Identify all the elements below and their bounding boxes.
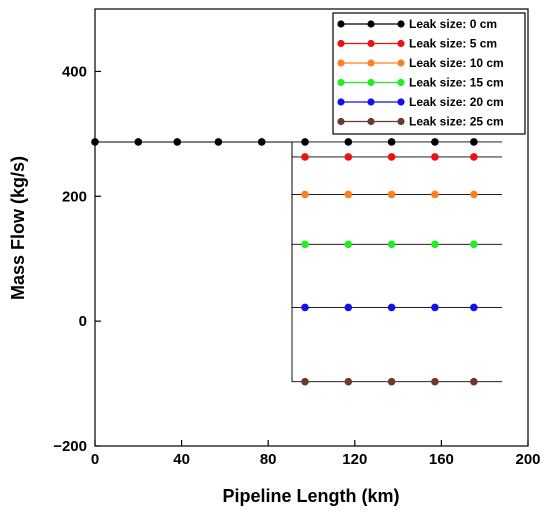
x-tick-label: 80 (260, 451, 277, 468)
legend-label: Leak size: 25 cm (409, 115, 504, 129)
legend-marker (337, 78, 345, 87)
series-line (95, 141, 503, 158)
x-tick-label: 120 (342, 451, 367, 468)
series-point (301, 153, 309, 161)
series-point (344, 153, 353, 161)
legend-marker (367, 59, 375, 67)
legend-entry: Leak size: 25 cm (337, 115, 504, 129)
series-point (387, 240, 396, 249)
legend-marker (367, 39, 375, 48)
y-tick-label: 400 (62, 63, 87, 80)
series-point (431, 377, 439, 386)
y-axis-ticks: −200 0 200 400 (53, 63, 101, 455)
series-point (301, 190, 309, 199)
series-point (173, 138, 182, 146)
series-layer (91, 138, 503, 386)
series-line (95, 141, 503, 195)
series-point (214, 138, 223, 146)
legend-label: Leak size: 5 cm (409, 37, 497, 51)
legend-entry: Leak size: 20 cm (337, 95, 504, 109)
series-point (470, 240, 478, 249)
legend-marker (397, 78, 405, 87)
series-point (301, 240, 309, 249)
upstream-points (91, 138, 266, 146)
legend-label: Leak size: 15 cm (409, 76, 504, 90)
x-tick-label: 40 (173, 451, 190, 468)
x-tick-label: 200 (515, 451, 540, 468)
legend-marker (397, 59, 405, 67)
legend-label: Leak size: 10 cm (409, 56, 504, 70)
series-point (134, 138, 143, 146)
x-axis-title: Pipeline Length (km) (222, 486, 399, 506)
legend-entry: Leak size: 10 cm (337, 56, 504, 70)
y-tick-label: 0 (79, 313, 87, 330)
series-point (387, 377, 396, 386)
legend-box (332, 12, 526, 135)
series-point (387, 153, 396, 161)
series-point (470, 303, 478, 312)
series-2 (95, 141, 503, 199)
legend-marker (397, 20, 405, 28)
series-point (470, 377, 478, 386)
series-point (431, 303, 439, 312)
series-point (301, 377, 309, 386)
x-tick-label: 0 (91, 451, 99, 468)
legend-marker (337, 98, 345, 106)
series-line (95, 141, 503, 383)
series-point (344, 303, 353, 312)
y-axis-title: Mass Flow (kg/s) (8, 156, 28, 300)
x-tick-label: 160 (429, 451, 454, 468)
legend-marker (337, 20, 345, 28)
series-5 (95, 141, 503, 386)
legend-entry: Leak size: 5 cm (337, 37, 497, 51)
legend-marker (337, 117, 345, 126)
legend-entry: Leak size: 15 cm (337, 76, 504, 90)
y-tick-label: −200 (53, 438, 87, 455)
series-point (301, 303, 309, 312)
legend-marker (397, 39, 405, 48)
series-point (387, 303, 396, 312)
x-axis-ticks: 0 40 80 120 160 200 (91, 440, 541, 468)
legend-label: Leak size: 20 cm (409, 95, 504, 109)
legend-marker (367, 117, 375, 126)
series-point (431, 190, 439, 199)
series-3 (95, 141, 503, 249)
series-point (344, 240, 353, 249)
legend-marker (367, 20, 375, 28)
series-point (344, 138, 353, 146)
plot-frame (94, 8, 529, 447)
series-point (431, 138, 439, 146)
series-point (301, 138, 309, 146)
series-point (431, 240, 439, 249)
series-point (470, 138, 478, 146)
legend-marker (367, 78, 375, 87)
series-4 (95, 141, 503, 312)
series-line (95, 141, 503, 308)
legend-marker (367, 98, 375, 106)
series-point (257, 138, 266, 146)
series-point (470, 190, 478, 199)
series-1 (95, 141, 503, 161)
legend-marker (397, 98, 405, 106)
series-point (470, 153, 478, 161)
legend-entry: Leak size: 0 cm (337, 17, 497, 31)
series-point (344, 377, 353, 386)
series-point (431, 153, 439, 161)
legend: Leak size: 0 cm Leak size: 5 cm Leak size:… (332, 12, 526, 135)
legend-marker (397, 117, 405, 126)
y-tick-label: 200 (62, 188, 87, 205)
series-point (387, 138, 396, 146)
legend-marker (337, 39, 345, 48)
legend-marker (337, 59, 345, 67)
series-point (91, 138, 99, 146)
legend-label: Leak size: 0 cm (409, 17, 497, 31)
series-point (344, 190, 353, 199)
series-point (387, 190, 396, 199)
